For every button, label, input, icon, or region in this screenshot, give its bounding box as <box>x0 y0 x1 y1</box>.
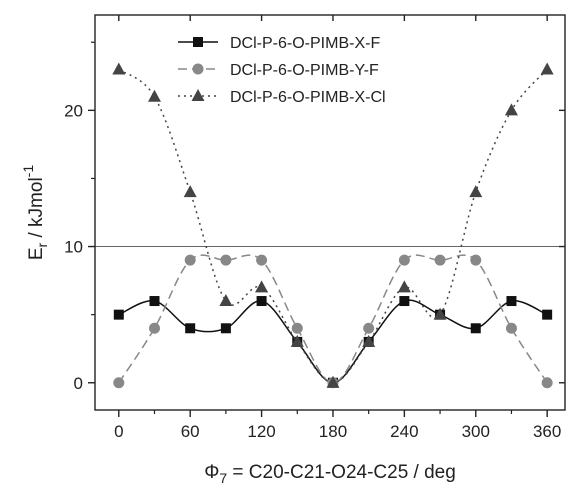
data-point <box>399 296 410 307</box>
data-point <box>363 322 375 334</box>
legend-label: DCl-P-6-O-PIMB-X-Cl <box>230 89 386 106</box>
data-point <box>184 254 196 266</box>
data-point <box>433 307 447 320</box>
data-point <box>220 254 232 266</box>
y-tick-label: 0 <box>74 374 83 393</box>
x-axis-title-subscript: 7 <box>219 470 227 486</box>
y-axis-title-text: / kJmol <box>26 177 47 242</box>
data-point <box>147 89 161 102</box>
data-point <box>183 185 197 198</box>
data-point <box>542 309 553 320</box>
legend-label: DCl-P-6-O-PIMB-Y-F <box>230 62 379 79</box>
x-axis-title-symbol: Φ <box>204 462 219 483</box>
data-point <box>469 185 483 198</box>
data-point <box>256 254 268 266</box>
data-point <box>112 62 126 75</box>
data-point <box>220 323 231 334</box>
data-point <box>470 254 482 266</box>
data-point <box>541 377 553 389</box>
y-tick-label: 10 <box>64 238 83 257</box>
data-point <box>434 254 446 266</box>
data-point <box>148 322 160 334</box>
x-axis-title: Φ7 = C20-C21-O24-C25 / deg <box>204 462 456 486</box>
data-point <box>470 323 481 334</box>
legend-marker <box>192 63 204 75</box>
data-point <box>291 322 303 334</box>
data-point <box>326 375 340 388</box>
data-point <box>219 294 233 307</box>
data-point <box>113 377 125 389</box>
series-layer <box>112 62 554 389</box>
legend-label: DCl-P-6-O-PIMB-X-F <box>230 35 380 52</box>
x-tick-label: 120 <box>247 422 275 441</box>
x-tick-label: 180 <box>319 422 347 441</box>
series-2 <box>113 254 553 389</box>
data-point <box>149 296 160 307</box>
y-axis-title-symbol: E <box>26 247 47 260</box>
x-axis-title-text: = C20-C21-O24-C25 / deg <box>227 462 456 483</box>
data-point <box>113 309 124 320</box>
data-point <box>397 280 411 293</box>
data-point <box>506 296 517 307</box>
data-point <box>505 322 517 334</box>
plot-area-frame <box>94 14 566 411</box>
y-axis-title-subscript: r <box>34 242 50 247</box>
x-tick-label: 240 <box>390 422 418 441</box>
x-tick-label: 300 <box>462 422 490 441</box>
x-tick-label: 60 <box>181 422 200 441</box>
legend: DCl-P-6-O-PIMB-X-F DCl-P-6-O-PIMB-Y-F DCl-… <box>178 35 386 106</box>
y-axis-title: Er / kJmol-1 <box>20 165 50 260</box>
data-point <box>185 323 196 334</box>
data-point <box>504 103 518 116</box>
data-point <box>256 296 267 307</box>
data-point <box>398 254 410 266</box>
axis-ticks: 0 60 120 180 240 300 360 0 10 20 <box>64 15 565 441</box>
data-point <box>540 62 554 75</box>
legend-marker <box>193 37 203 47</box>
x-tick-label: 360 <box>533 422 561 441</box>
data-point <box>290 334 304 347</box>
data-point <box>362 334 376 347</box>
x-tick-label: 0 <box>114 422 123 441</box>
data-point <box>255 280 269 293</box>
y-axis-title-superscript: -1 <box>20 165 36 178</box>
y-tick-label: 20 <box>64 101 83 120</box>
series-3 <box>112 62 554 388</box>
legend-marker <box>191 89 205 101</box>
